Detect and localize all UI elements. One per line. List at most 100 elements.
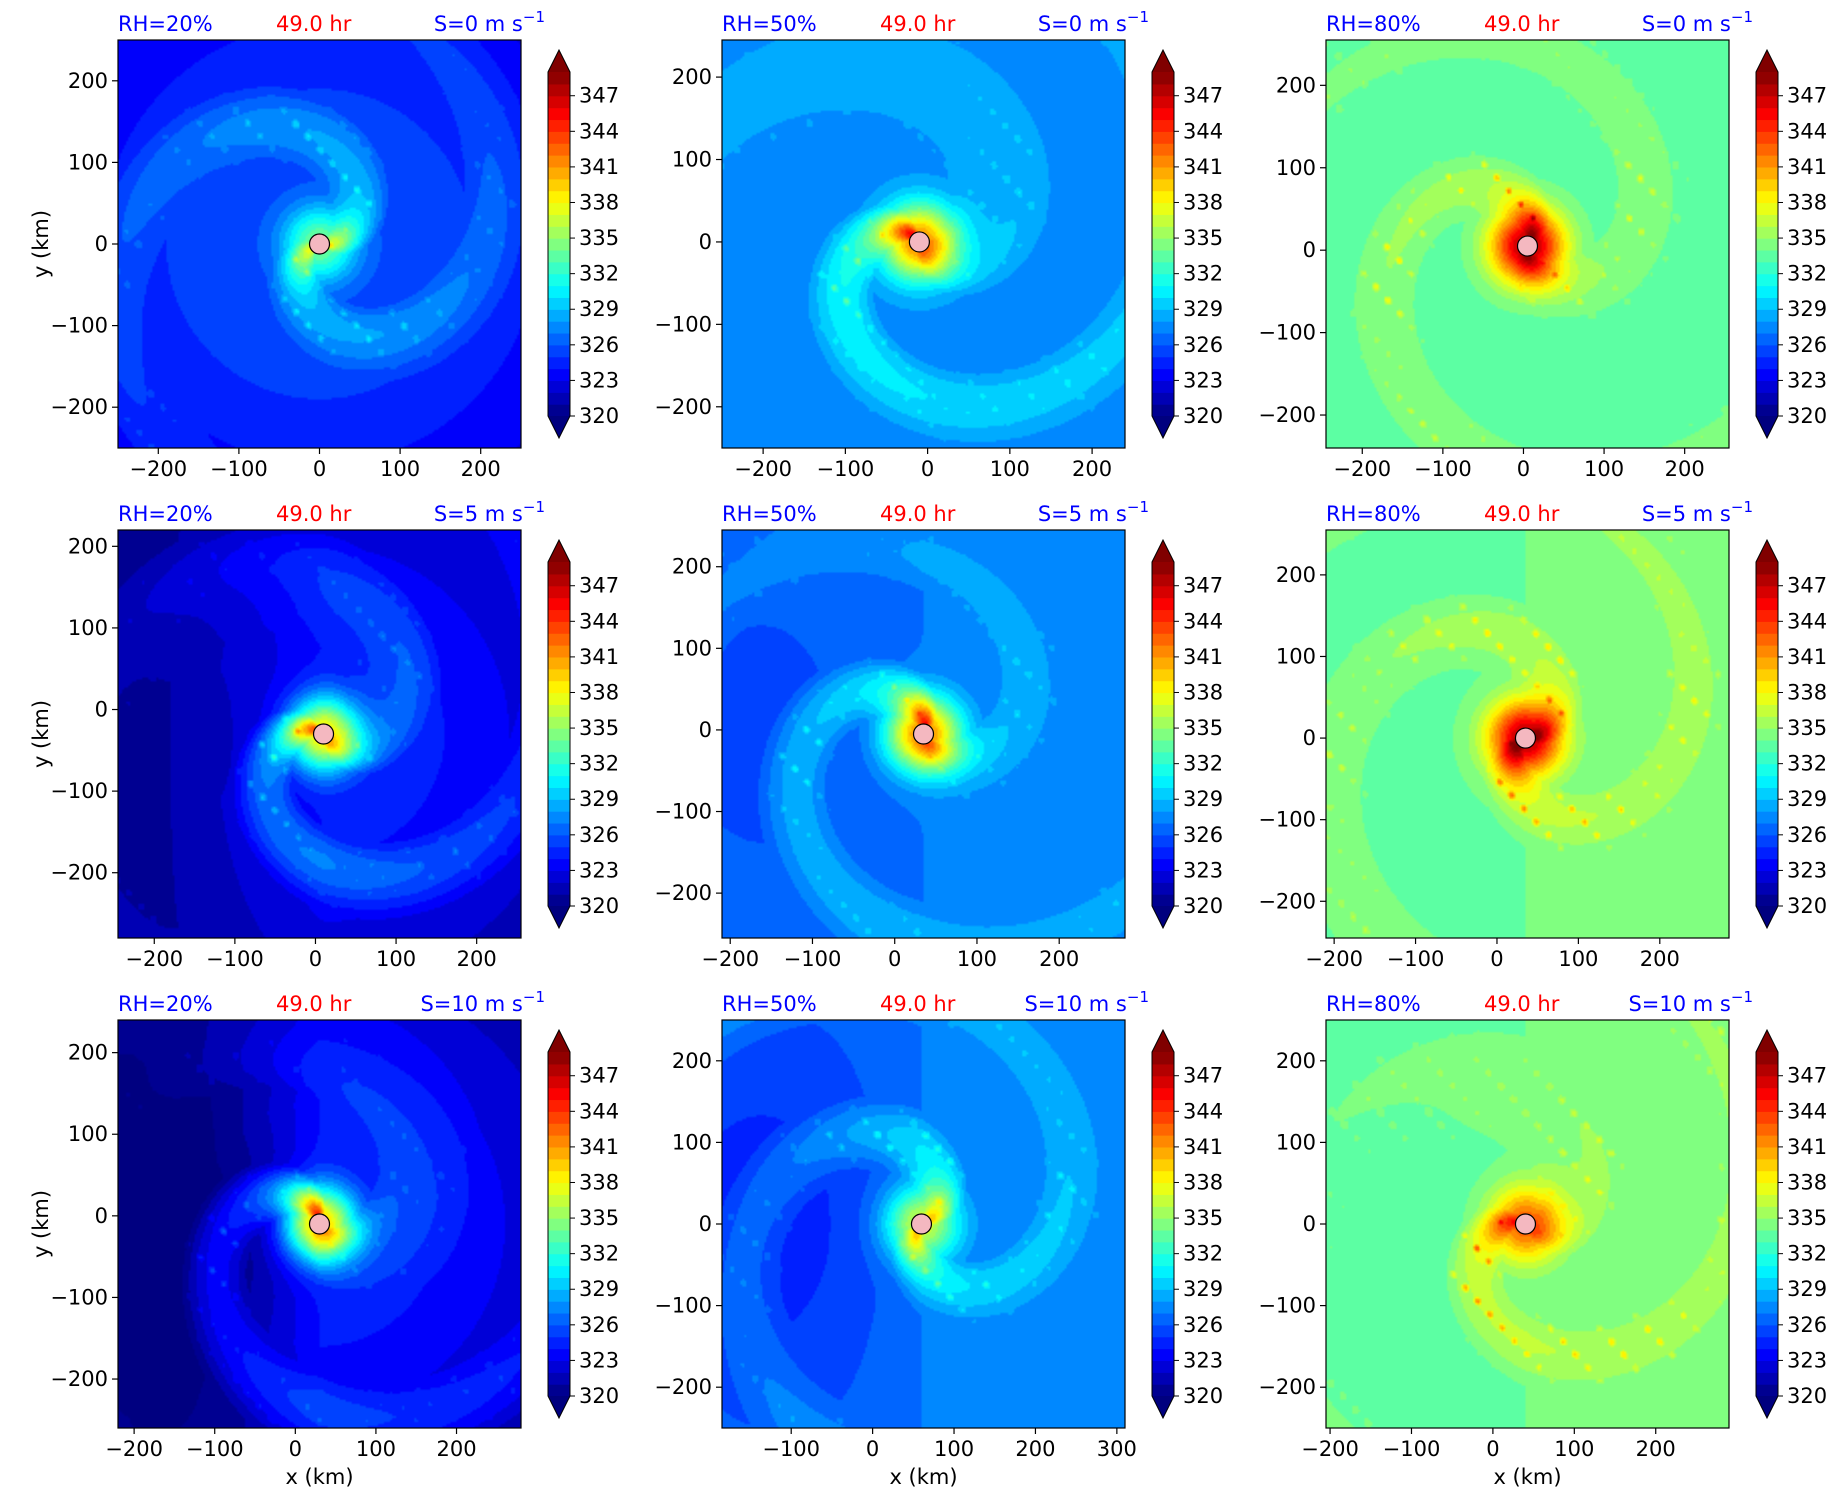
shear-label: S=5 m s−1	[1038, 498, 1149, 526]
x-tick-label: −100	[1387, 947, 1445, 971]
colorbar-tick-label: 329	[579, 297, 619, 321]
colorbar-level	[1152, 1324, 1174, 1338]
colorbar-level	[548, 1075, 570, 1089]
colorbar-level	[548, 763, 570, 777]
colorbar-tick-label: 338	[1183, 680, 1223, 704]
y-tick-label: 200	[672, 65, 712, 89]
colorbar-level	[1152, 1241, 1174, 1255]
colorbar-level	[1756, 1135, 1778, 1148]
y-tick-label: 100	[672, 148, 712, 172]
colorbar-level	[1756, 1336, 1778, 1350]
x-tick-label: −200	[734, 457, 792, 481]
y-tick-label: 100	[68, 1122, 108, 1146]
x-tick-label: 200	[461, 457, 501, 481]
x-tick-label: −200	[1305, 947, 1363, 971]
y-tick-label: 0	[95, 1204, 108, 1228]
colorbar-tick-label: 335	[1183, 1206, 1223, 1230]
x-tick-label: 100	[957, 947, 997, 971]
colorbar-tick-label: 326	[1787, 333, 1827, 357]
colorbar-extend-max	[1152, 540, 1174, 562]
x-tick-label: 0	[1486, 1437, 1499, 1461]
colorbar-tick-label: 332	[579, 262, 619, 286]
colorbar-level	[548, 202, 570, 215]
y-tick-label: −100	[50, 314, 108, 338]
y-tick-label: −200	[654, 1375, 712, 1399]
colorbar-level	[1756, 680, 1778, 694]
colorbar-tick-label: 329	[579, 787, 619, 811]
colorbar-tick-label: 341	[1183, 1135, 1223, 1159]
colorbar-level	[1756, 1324, 1778, 1338]
shear-label: S=0 m s−1	[1038, 8, 1149, 36]
panel-rh80-s10: −200 −100 0 100 200 −200 −100 0 100 200 RH=80% 49.0…	[1258, 988, 1827, 1489]
colorbar-level	[1756, 1170, 1778, 1184]
colorbar-level	[548, 1087, 570, 1101]
x-tick-label: 200	[1015, 1437, 1055, 1461]
y-tick-label: −200	[50, 861, 108, 885]
colorbar-level	[548, 787, 570, 800]
colorbar-level	[1756, 882, 1778, 895]
colorbar-tick-label: 320	[1183, 894, 1223, 918]
colorbar: 320 323 326 329 332 335 338 341 344 347	[547, 538, 619, 930]
colorbar-level	[548, 273, 570, 287]
colorbar-tick-label: 341	[579, 1135, 619, 1159]
colorbar-level	[1756, 392, 1778, 405]
colorbar-level	[1756, 1218, 1778, 1231]
panel-rh20-s0: −200 −100 0 100 200 −200 −100 0 100 200 RH=20% 49.0…	[29, 8, 619, 481]
y-tick-label: 100	[672, 1130, 712, 1154]
colorbar-tick-label: 323	[579, 1348, 619, 1372]
colorbar-level	[548, 834, 570, 848]
colorbar-level	[1756, 656, 1778, 670]
shear-label: S=0 m s−1	[1642, 8, 1753, 36]
colorbar-level	[548, 692, 570, 705]
y-axis-label: y (km)	[29, 700, 53, 768]
shear-label: S=10 m s−1	[1628, 988, 1753, 1016]
colorbar-level	[548, 870, 570, 883]
colorbar-level	[1756, 1075, 1778, 1089]
colorbar-tick-label: 341	[1787, 645, 1827, 669]
colorbar-level	[1152, 404, 1174, 417]
colorbar-level	[1152, 870, 1174, 883]
colorbar-level	[1152, 692, 1174, 705]
colorbar-level	[1756, 1289, 1778, 1302]
storm-center-marker	[912, 723, 935, 745]
colorbar-tick-label: 344	[1787, 1099, 1827, 1123]
colorbar-level	[548, 1253, 570, 1267]
colorbar-tick-label: 335	[579, 1206, 619, 1230]
colorbar-tick-label: 341	[1787, 1135, 1827, 1159]
x-tick-label: −200	[1333, 457, 1391, 481]
colorbar-level	[548, 1158, 570, 1172]
time-label: 49.0 hr	[276, 992, 352, 1016]
colorbar-level	[548, 716, 570, 729]
colorbar-level	[548, 1099, 570, 1112]
colorbar-tick-label: 320	[1183, 1384, 1223, 1408]
rh-label: RH=20%	[118, 502, 213, 526]
storm-center-marker	[1514, 727, 1537, 749]
colorbar: 320 323 326 329 332 335 338 341 344 347	[1755, 1028, 1827, 1420]
colorbar-level	[1756, 72, 1778, 85]
colorbar-tick-label: 344	[1787, 609, 1827, 633]
colorbar-tick-label: 341	[579, 645, 619, 669]
colorbar-level	[548, 822, 570, 836]
colorbar-level	[1756, 1253, 1778, 1267]
colorbar-level	[1756, 1063, 1778, 1077]
colorbar-level	[1152, 645, 1174, 658]
colorbar-extend-min	[1756, 1396, 1778, 1418]
y-tick-label: 0	[699, 1212, 712, 1236]
panel-rh50-s5: −200 −100 0 100 200 −200 −100 0 100 200 RH=50% 49.0…	[654, 498, 1223, 971]
colorbar-tick-label: 341	[1787, 155, 1827, 179]
x-tick-label: 100	[1584, 457, 1624, 481]
y-tick-label: 0	[95, 232, 108, 256]
colorbar-tick-label: 329	[1183, 1277, 1223, 1301]
storm-center-marker	[908, 231, 930, 253]
colorbar-level	[1152, 1087, 1174, 1101]
colorbar-level	[1152, 1099, 1174, 1112]
x-axis-label: x (km)	[889, 1465, 957, 1489]
colorbar-extend-min	[1756, 906, 1778, 928]
colorbar-extend-min	[548, 416, 570, 438]
x-tick-label: 100	[376, 947, 416, 971]
time-label: 49.0 hr	[1484, 502, 1560, 526]
colorbar-level	[548, 285, 570, 298]
colorbar-level	[1756, 775, 1778, 788]
rh-label: RH=50%	[722, 502, 817, 526]
x-tick-label: −100	[1383, 1437, 1441, 1461]
